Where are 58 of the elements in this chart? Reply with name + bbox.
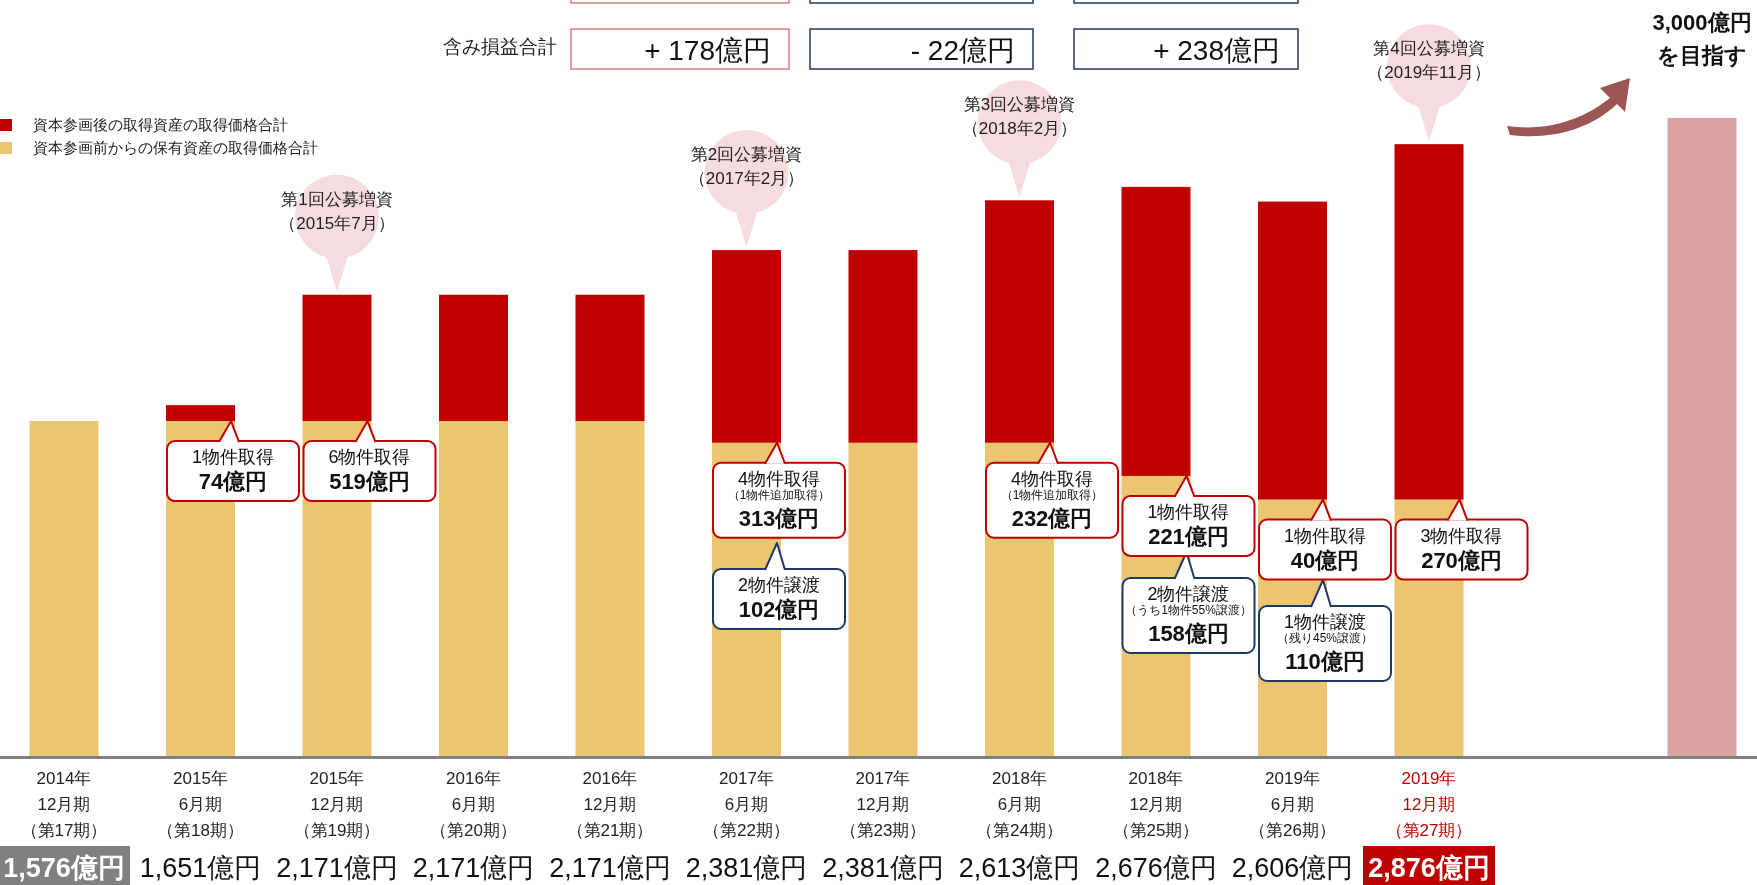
text: 含み損益合計	[443, 36, 557, 57]
bar	[1667, 118, 1737, 756]
annotation: 2物件譲渡（うち1物件55%譲渡）158億円	[1125, 584, 1252, 646]
annotation: 第1回公募増資（2015年7月）	[279, 189, 395, 233]
text: + 178億円	[644, 35, 771, 66]
bar	[439, 294, 508, 422]
text: 2,171億円	[549, 853, 671, 883]
x-tick-label: 2017年6月期（第22期）	[703, 769, 790, 840]
x-tick-label: 2018年6月期（第24期）	[976, 769, 1063, 840]
text: 2,381億円	[822, 853, 944, 883]
legend-label: 資本参画後の取得資産の取得価格合計	[33, 116, 288, 133]
annotation: 1物件取得221億円	[1147, 501, 1230, 550]
text: 2,606億円	[1231, 853, 1354, 883]
legend-label: 資本参画前からの保有資産の取得価格合計	[33, 139, 318, 156]
x-tick-label: 2014年12月期（第17期）	[20, 769, 108, 840]
annotation: 2物件譲渡102億円	[737, 575, 821, 623]
bar	[166, 405, 235, 422]
bar	[29, 421, 99, 756]
x-tick-label: 2019年12月期（第27期）	[1385, 769, 1473, 840]
text: 1,576億円	[3, 853, 125, 883]
text: 2,381億円	[685, 853, 808, 883]
bar	[302, 294, 372, 422]
text: 2,171億円	[412, 853, 535, 883]
bar	[1121, 186, 1191, 476]
text: 第4回公募増資（2019年11月）	[1367, 39, 1491, 83]
annotation: 1物件譲渡（残り45%譲渡）110億円	[1276, 612, 1374, 674]
annotation: 3物件取得270億円	[1420, 525, 1503, 573]
text: + 238億円	[1153, 35, 1280, 66]
bar	[848, 442, 918, 756]
x-tick-label: 2015年12月期（第19期）	[293, 769, 381, 840]
text: 1,651億円	[139, 853, 262, 883]
annotation: 第2回公募増資（2017年2月）	[688, 145, 805, 189]
text: 2,676億円	[1095, 853, 1217, 883]
bar	[1394, 144, 1464, 500]
bar	[575, 294, 645, 422]
annotation: 4物件取得（1物件追加取得）313億円	[727, 468, 831, 531]
x-tick-label: 2016年12月期（第21期）	[566, 769, 654, 840]
annotation: 1物件取得74億円	[191, 447, 275, 495]
annotation: 1物件取得40億円	[1283, 525, 1367, 573]
bar	[848, 250, 918, 443]
text: 2,876億円	[1368, 853, 1490, 883]
text: - 22億円	[910, 35, 1015, 66]
x-tick-label: 2018年12月期（第25期）	[1112, 769, 1200, 840]
x-tick-label: 2019年6月期（第26期）	[1249, 769, 1336, 840]
bar	[985, 200, 1054, 443]
bar	[439, 421, 508, 756]
annotation: 第3回公募増資（2018年2月）	[961, 95, 1078, 139]
x-tick-label: 2015年6月期（第18期）	[157, 769, 244, 840]
text: 2,171億円	[276, 853, 398, 883]
x-tick-label: 2016年6月期（第20期）	[430, 769, 517, 840]
bar	[575, 421, 645, 756]
x-tick-label: 2017年12月期（第23期）	[839, 769, 927, 840]
bar	[1258, 201, 1327, 500]
annotation: 6物件取得519億円	[328, 447, 411, 495]
text: 2,613億円	[958, 853, 1081, 883]
annotation: 4物件取得（1物件追加取得）232億円	[1000, 468, 1104, 531]
bar	[712, 250, 781, 443]
text: 3,000億円を目指す	[1652, 10, 1752, 68]
